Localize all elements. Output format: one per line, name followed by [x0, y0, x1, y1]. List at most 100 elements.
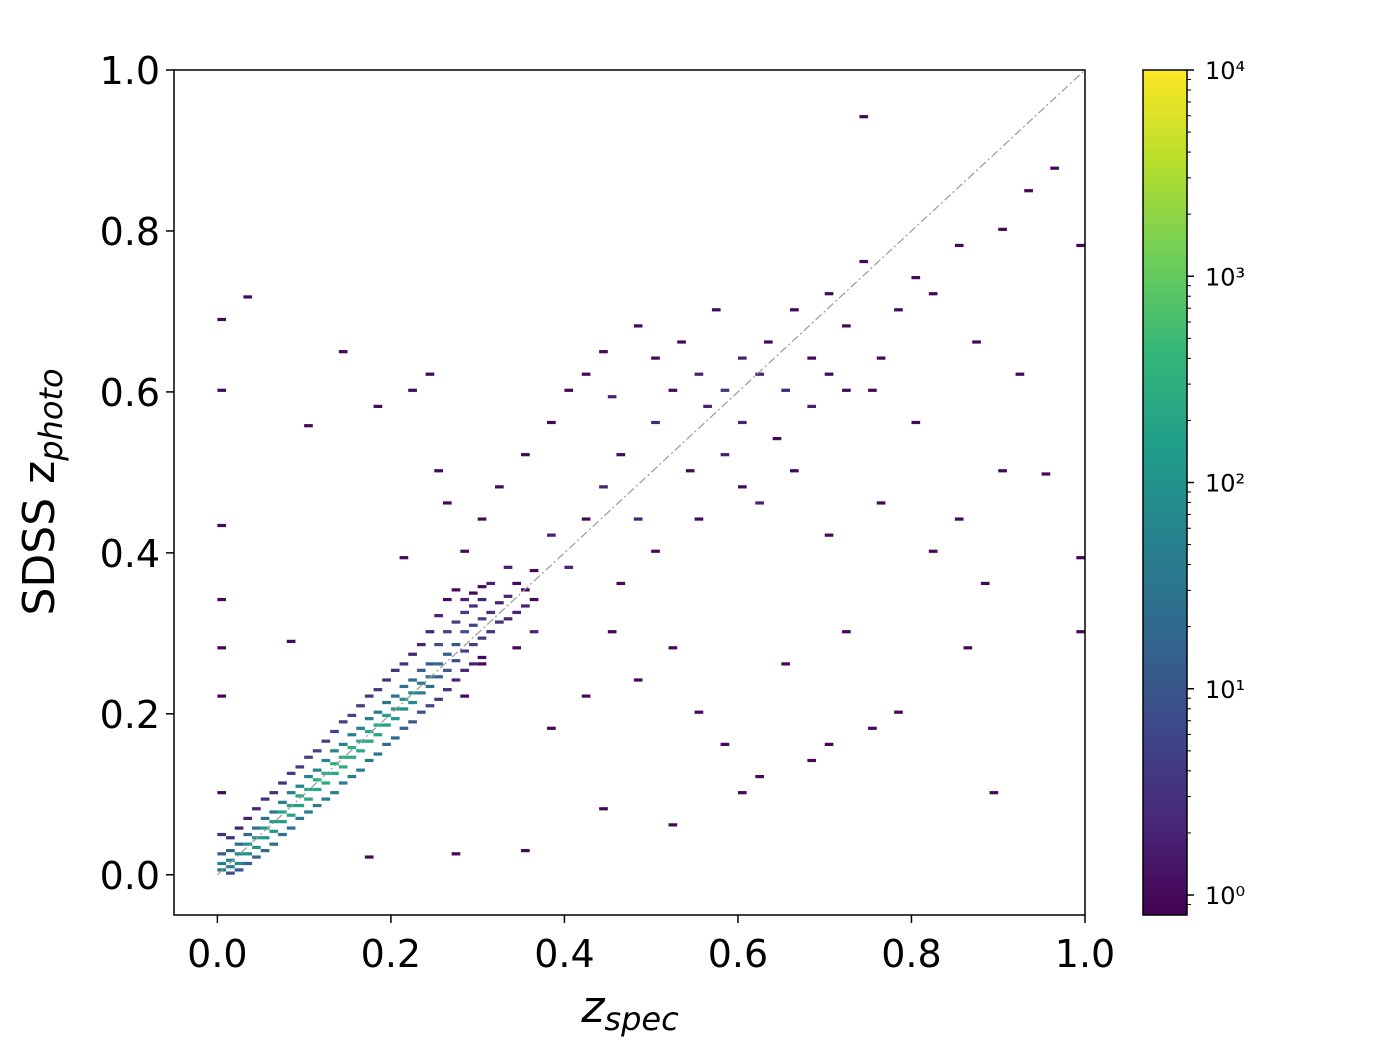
cell: [338, 350, 348, 354]
cell: [434, 614, 443, 618]
cell: [364, 758, 374, 763]
x-axis-label-sub: spec: [604, 1000, 679, 1038]
cell: [434, 697, 443, 701]
cell: [547, 533, 556, 537]
colorbar-tick-label: 10¹: [1205, 676, 1245, 704]
cell: [486, 610, 496, 615]
cell: [304, 797, 313, 801]
cell: [998, 227, 1007, 231]
cell: [842, 388, 851, 392]
cell: [416, 668, 426, 672]
cell: [252, 855, 261, 859]
colorbar-tick-label: 10²: [1205, 470, 1245, 498]
cell: [243, 852, 253, 856]
cell: [425, 704, 435, 708]
cell: [330, 749, 339, 753]
y-tick-label: 0.8: [100, 210, 160, 254]
cell: [486, 630, 496, 634]
cell: [373, 404, 383, 408]
cell: [859, 259, 869, 264]
cell: [720, 453, 730, 457]
cell: [356, 749, 365, 753]
cell: [338, 781, 348, 785]
y-axis-label: SDSS zphoto: [14, 368, 70, 615]
cell: [278, 781, 287, 785]
cell: [842, 630, 851, 634]
cell: [451, 642, 461, 647]
cell: [347, 755, 357, 759]
cell: [382, 713, 391, 718]
cell: [451, 678, 461, 682]
cell: [321, 739, 331, 743]
cell: [295, 816, 305, 821]
cell: [286, 791, 296, 795]
cell: [468, 623, 478, 627]
cell: [529, 630, 539, 634]
cell: [1050, 166, 1059, 170]
cell: [382, 700, 391, 705]
cell: [477, 636, 487, 640]
cell: [547, 420, 556, 425]
cell: [954, 517, 964, 521]
cell: [824, 372, 834, 376]
cell: [425, 372, 435, 376]
cell: [295, 803, 305, 808]
cell: [720, 742, 730, 746]
cell: [503, 565, 513, 569]
cell: [312, 778, 322, 782]
cell: [234, 842, 244, 846]
cell: [703, 404, 712, 408]
cell: [755, 372, 764, 376]
cell: [338, 720, 348, 724]
cell: [928, 549, 938, 553]
cell: [468, 642, 478, 647]
y-tick-label: 0.4: [100, 532, 160, 576]
cell: [330, 771, 339, 775]
plot-frame: [173, 69, 1086, 916]
cell: [868, 388, 877, 392]
y-tick-label: 0.0: [100, 854, 160, 898]
cell: [772, 436, 782, 441]
cell: [1024, 189, 1033, 193]
cell: [737, 356, 747, 360]
cell: [633, 678, 643, 682]
cell: [824, 292, 834, 296]
cell: [668, 823, 678, 827]
cell: [304, 774, 313, 779]
cell: [442, 688, 452, 692]
cell: [295, 794, 305, 798]
cell: [547, 726, 556, 730]
cell: [382, 742, 391, 746]
cell: [295, 784, 305, 788]
x-tick-label: 0.8: [881, 932, 941, 976]
cell: [347, 713, 357, 718]
cell: [694, 710, 704, 714]
cell: [269, 791, 279, 795]
cell: [217, 832, 227, 837]
cell: [694, 517, 704, 521]
cell: [399, 684, 409, 689]
cell: [286, 813, 296, 817]
cell: [781, 388, 791, 392]
cell: [599, 350, 608, 354]
x-axis-label: zspec: [580, 982, 679, 1038]
cell: [911, 276, 921, 280]
cell: [928, 292, 938, 296]
cell: [408, 678, 417, 682]
cell: [278, 810, 287, 814]
cell: [737, 791, 747, 795]
cell: [451, 620, 461, 624]
cell: [477, 617, 487, 621]
cell: [460, 694, 469, 698]
cell: [364, 717, 374, 721]
cell: [711, 308, 721, 312]
cell: [356, 704, 365, 708]
cell: [243, 816, 253, 821]
cell: [347, 733, 357, 737]
cell: [1076, 243, 1085, 248]
cell: [416, 681, 426, 685]
cell: [434, 675, 443, 679]
cell: [633, 324, 643, 328]
cell: [364, 855, 374, 859]
